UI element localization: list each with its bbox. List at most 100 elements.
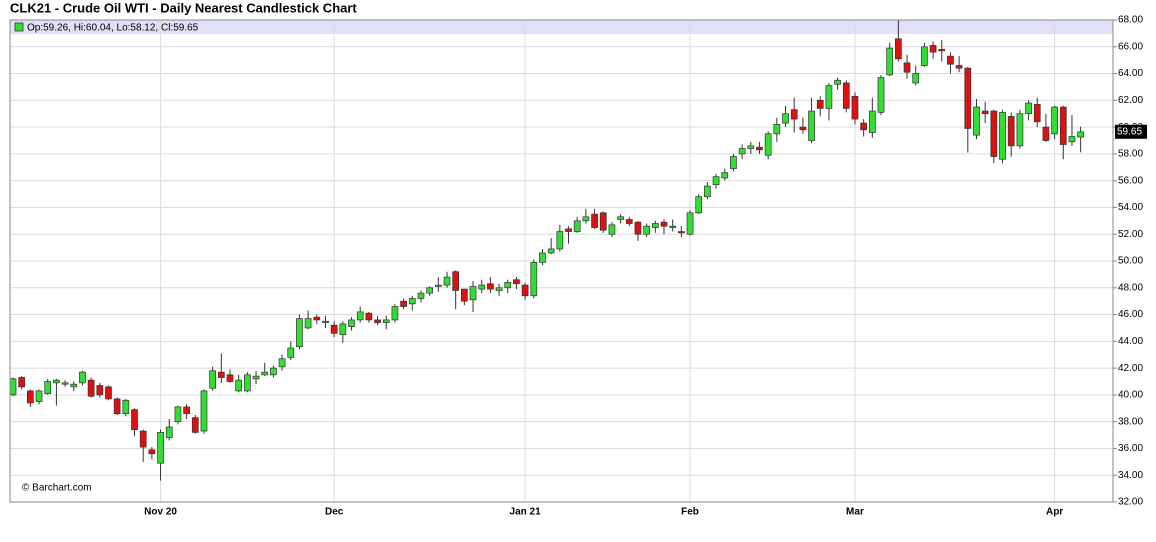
y-tick-label: 50.00 [1118, 256, 1143, 267]
x-tick-label: Dec [325, 507, 344, 518]
candle-body [209, 370, 216, 389]
candle-body [304, 318, 312, 329]
candle-body [704, 185, 711, 198]
candle-body [964, 67, 972, 129]
candle-body [443, 276, 451, 286]
chart-title: CLK21 - Crude Oil WTI - Daily Nearest Ca… [10, 0, 357, 15]
y-tick-label: 62.00 [1118, 95, 1143, 106]
y-tick-label: 40.00 [1118, 390, 1143, 401]
candle-body [721, 172, 729, 179]
candle-body [434, 284, 442, 287]
legend-band [10, 20, 1113, 34]
candle-body [808, 110, 815, 141]
y-tick-label: 66.00 [1118, 41, 1143, 52]
candle-body [322, 320, 329, 323]
candle-body [174, 406, 182, 423]
y-tick-label: 52.00 [1118, 229, 1143, 240]
candle-body [1025, 102, 1032, 115]
candle-body [9, 378, 17, 396]
candle-body [339, 323, 347, 335]
candle-body [1042, 126, 1050, 141]
candle-body [165, 426, 173, 439]
candle-body [782, 113, 789, 124]
candle-body [157, 432, 164, 464]
candle-body [921, 46, 928, 66]
candle-body [417, 292, 425, 299]
candle-body [461, 288, 468, 302]
candle-body [122, 399, 130, 414]
candle-body [374, 319, 381, 323]
candle-body [70, 383, 78, 388]
candle-body [1033, 103, 1041, 123]
candle-body [521, 284, 529, 297]
candle-body [834, 79, 841, 85]
y-tick-label: 34.00 [1118, 470, 1143, 481]
candle-body [886, 47, 894, 76]
candle-body [625, 219, 633, 224]
candle-body [1007, 116, 1015, 147]
candle-body [617, 216, 624, 220]
candle-body [608, 224, 616, 235]
candle-body [113, 398, 121, 414]
candle-body [895, 38, 902, 60]
candle-body [1059, 106, 1067, 145]
candle-body [18, 377, 26, 388]
candle-body [591, 213, 598, 228]
y-tick-label: 36.00 [1118, 443, 1143, 454]
candle-body [955, 65, 963, 69]
y-tick-label: 42.00 [1118, 363, 1143, 374]
candle-body [860, 122, 867, 131]
y-tick-label: 38.00 [1118, 416, 1143, 427]
candle-body [773, 124, 781, 135]
candle-body [1068, 136, 1076, 143]
candle-body [912, 73, 920, 84]
candle-body [287, 347, 295, 358]
candle-body [469, 286, 477, 301]
candle-body [365, 312, 373, 321]
candle-body [131, 409, 138, 431]
candle-body [973, 106, 980, 136]
y-tick-label: 56.00 [1118, 175, 1143, 186]
candle-body [790, 109, 798, 120]
candle-body [87, 379, 95, 397]
candle-body [191, 417, 199, 433]
candle-body [868, 110, 876, 133]
candle-body [669, 225, 677, 228]
candle-body [252, 375, 260, 380]
candle-body [79, 371, 86, 384]
candle-body [712, 176, 720, 186]
candle-body [981, 110, 989, 115]
candle-body [842, 82, 850, 109]
candle-body [825, 85, 833, 109]
candle-body [686, 212, 694, 235]
y-tick-label: 46.00 [1118, 309, 1143, 320]
y-tick-label: 54.00 [1118, 202, 1143, 213]
candle-body [695, 196, 703, 214]
candle-body [990, 110, 998, 157]
last-price-label: 59.65 [1117, 126, 1142, 137]
candle-body [53, 379, 60, 384]
candle-body [278, 358, 286, 368]
candle-body [947, 55, 954, 65]
candle-body [582, 216, 590, 222]
candle-body [678, 231, 685, 234]
candle-body [408, 298, 416, 305]
candle-body [313, 316, 321, 321]
candle-body [547, 248, 555, 254]
candle-body [391, 306, 399, 321]
candle-body [235, 379, 243, 392]
candle-body [487, 283, 494, 290]
candle-body [270, 367, 277, 376]
candle-body [504, 282, 512, 289]
x-tick-label: Apr [1046, 507, 1063, 518]
candle-body [799, 126, 807, 131]
candle-body [217, 371, 225, 378]
candle-body [634, 221, 642, 235]
watermark: © Barchart.com [22, 483, 92, 494]
candle-body [244, 374, 251, 392]
candle-body [556, 231, 564, 250]
candle-body [643, 225, 650, 235]
y-tick-label: 48.00 [1118, 282, 1143, 293]
